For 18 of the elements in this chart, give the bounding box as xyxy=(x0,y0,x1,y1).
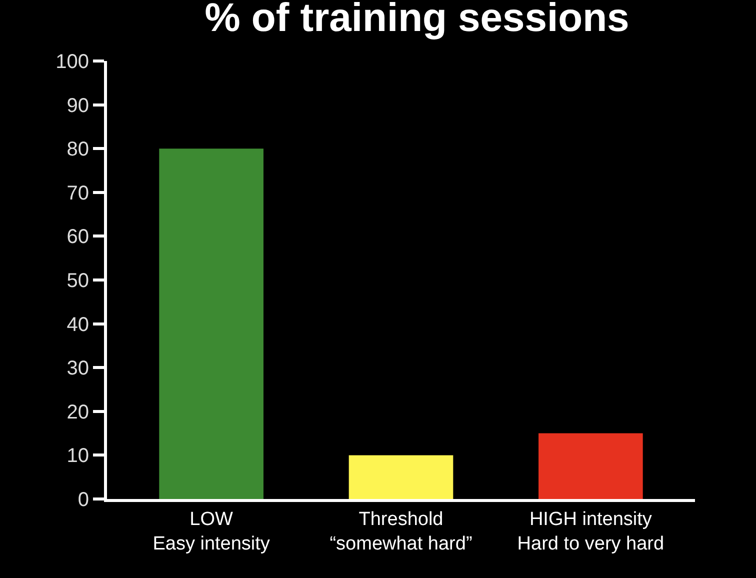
y-tick-label: 60 xyxy=(66,226,89,248)
y-tick-label: 100 xyxy=(56,51,89,73)
chart-title: % of training sessions xyxy=(204,0,630,40)
bar xyxy=(348,455,454,499)
y-tick-label: 70 xyxy=(66,182,89,204)
x-tick-label: HIGH intensity Hard to very hard xyxy=(517,508,664,554)
y-tick-label: 30 xyxy=(66,358,89,380)
x-tick-label: LOW Easy intensity xyxy=(152,508,270,554)
x-tick-label: Threshold “somewhat hard” xyxy=(330,508,472,554)
y-tick-label: 80 xyxy=(66,138,89,161)
y-tick-label: 20 xyxy=(66,401,89,424)
y-tick-label: 0 xyxy=(78,489,89,511)
y-tick-label: 10 xyxy=(66,445,89,468)
y-tick-label: 90 xyxy=(66,94,89,117)
bar xyxy=(538,433,643,499)
bar xyxy=(159,148,264,499)
y-tick-label: 40 xyxy=(66,314,89,336)
y-tick-label: 50 xyxy=(66,270,89,292)
